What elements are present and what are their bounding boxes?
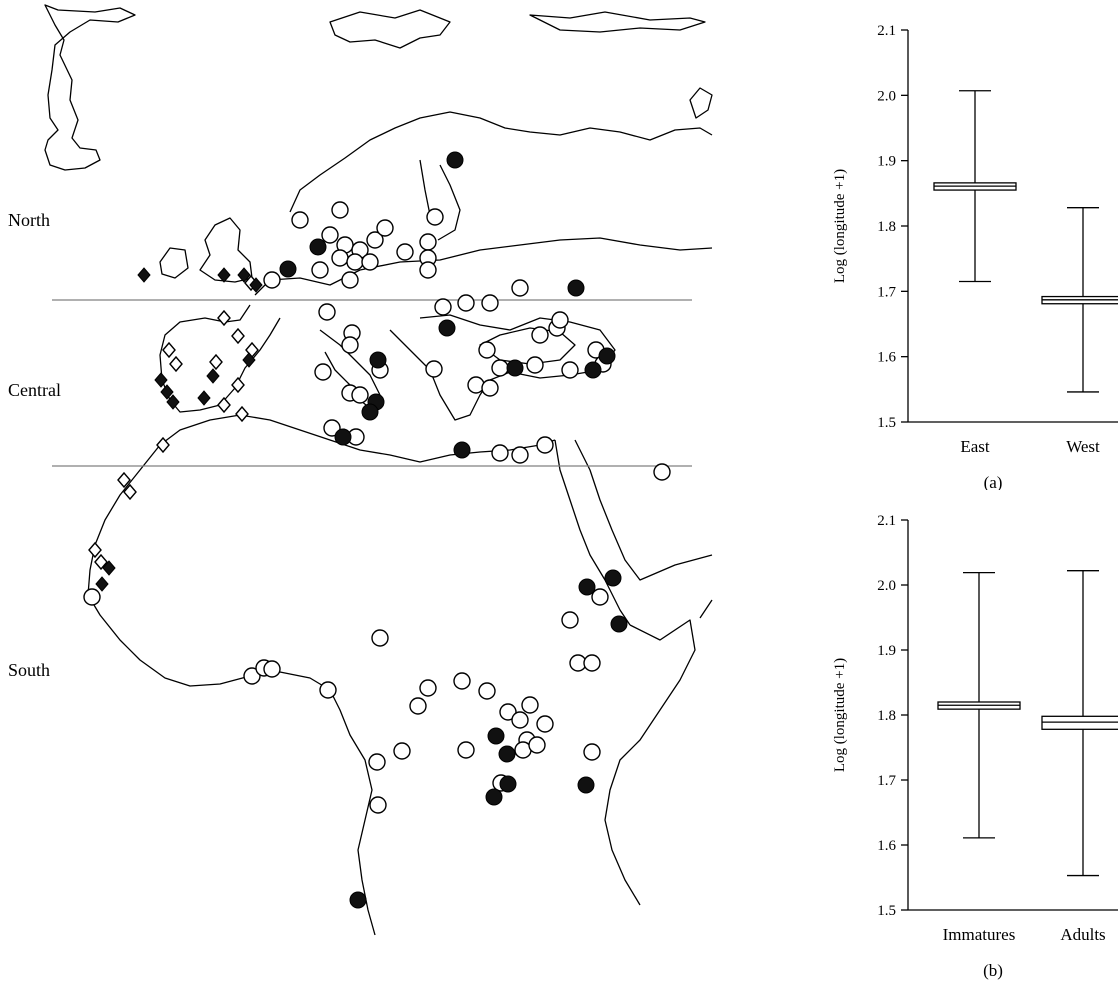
- category-label: West: [1066, 437, 1100, 456]
- y-tick-label: 1.5: [877, 903, 896, 919]
- y-tick-label: 1.7: [877, 284, 896, 300]
- migration-map: [44, 4, 713, 936]
- coastline-arctic-islands: [529, 11, 706, 33]
- y-axis-title: Log (longitude +1): [832, 658, 848, 772]
- y-tick-label: 2.1: [877, 23, 896, 39]
- box-plot-b: 1.5 1.6 1.7 1.8 1.9 2.0 2.1 Log (longitude +1) I…: [832, 513, 1118, 980]
- y-tick-label: 1.6: [877, 838, 896, 854]
- box-iqr: [1041, 715, 1118, 730]
- box-adults: [1041, 570, 1118, 877]
- coastline-balkans: [389, 314, 616, 421]
- coastline-svalbard: [329, 9, 451, 49]
- category-label: East: [960, 437, 990, 456]
- box-immatures: [937, 572, 1021, 839]
- y-tick-label: 1.6: [877, 350, 896, 366]
- coastline-greenland: [44, 4, 136, 171]
- filled-diamond-markers: [95, 267, 351, 592]
- panel-label: (a): [984, 473, 1003, 490]
- box-west: [1041, 207, 1118, 393]
- category-label: Adults: [1060, 925, 1105, 944]
- region-label-south: South: [8, 660, 51, 680]
- y-tick-label: 1.9: [877, 643, 896, 659]
- coastline-east-africa: [604, 599, 713, 906]
- y-tick-label: 1.8: [877, 219, 896, 235]
- filled-circle-markers: [279, 151, 628, 909]
- y-axis-title: Log (longitude +1): [832, 169, 848, 283]
- y-tick-label: 2.0: [877, 578, 896, 594]
- y-tick-label: 1.9: [877, 154, 896, 170]
- coastline-novaya: [689, 87, 713, 119]
- coastline-ireland: [159, 247, 189, 279]
- y-tick-label: 1.7: [877, 773, 896, 789]
- category-label: Immatures: [943, 925, 1016, 944]
- open-diamond-markers: [88, 274, 259, 571]
- coastline-red-sea: [554, 439, 713, 626]
- region-label-north: North: [8, 210, 50, 230]
- box-east: [933, 90, 1017, 283]
- y-tick-label: 2.0: [877, 88, 896, 104]
- box-plot-a: 1.5 1.6 1.7 1.8 1.9 2.0 2.1 Log (longitude +1) E…: [832, 23, 1118, 490]
- coastline-scandinavia: [289, 111, 713, 241]
- y-tick-label: 1.8: [877, 708, 896, 724]
- coastline-britain: [199, 217, 253, 283]
- coastline-europe: [254, 237, 713, 296]
- y-tick-label: 1.5: [877, 415, 896, 431]
- panel-label: (b): [983, 961, 1003, 980]
- y-tick-label: 2.1: [877, 513, 896, 529]
- region-label-central: Central: [8, 380, 61, 400]
